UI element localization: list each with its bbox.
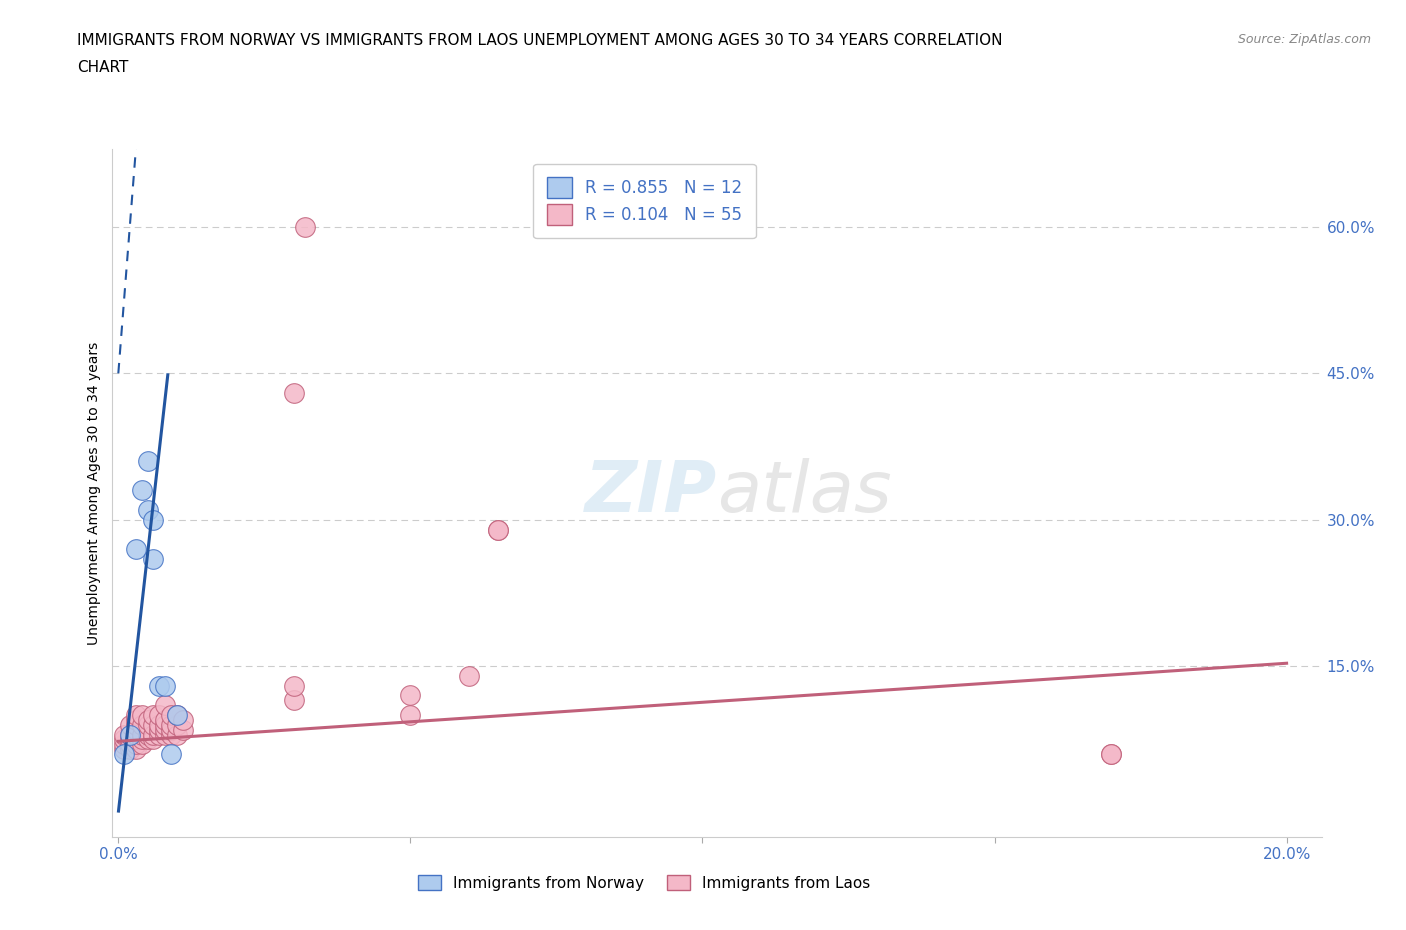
Text: ZIP: ZIP <box>585 458 717 527</box>
Text: Source: ZipAtlas.com: Source: ZipAtlas.com <box>1237 33 1371 46</box>
Point <box>486 522 509 537</box>
Point <box>148 678 170 693</box>
Point <box>125 717 148 732</box>
Point <box>112 727 135 742</box>
Point <box>118 742 141 757</box>
Point <box>125 708 148 723</box>
Point <box>142 512 165 527</box>
Point <box>136 454 159 469</box>
Point <box>136 712 159 727</box>
Point <box>142 708 165 723</box>
Point <box>112 732 135 747</box>
Point <box>160 727 183 742</box>
Point <box>457 669 479 684</box>
Point <box>399 708 422 723</box>
Point <box>131 737 153 751</box>
Point <box>125 732 148 747</box>
Point <box>125 742 148 757</box>
Point <box>125 737 148 751</box>
Text: CHART: CHART <box>77 60 129 75</box>
Point <box>136 502 159 517</box>
Point <box>148 717 170 732</box>
Point <box>142 551 165 566</box>
Point <box>153 678 176 693</box>
Point <box>153 698 176 712</box>
Point <box>131 708 153 723</box>
Point <box>112 747 135 762</box>
Point <box>131 727 153 742</box>
Point <box>136 732 159 747</box>
Point <box>153 717 176 732</box>
Point <box>142 727 165 742</box>
Point <box>136 727 159 742</box>
Legend: Immigrants from Norway, Immigrants from Laos: Immigrants from Norway, Immigrants from … <box>411 867 879 898</box>
Point <box>112 737 135 751</box>
Point <box>118 727 141 742</box>
Point <box>399 688 422 703</box>
Point <box>166 717 188 732</box>
Point <box>125 723 148 737</box>
Point <box>148 727 170 742</box>
Point <box>172 712 194 727</box>
Point <box>166 708 188 723</box>
Y-axis label: Unemployment Among Ages 30 to 34 years: Unemployment Among Ages 30 to 34 years <box>87 341 101 644</box>
Point <box>1099 747 1122 762</box>
Point <box>153 712 176 727</box>
Point <box>142 717 165 732</box>
Point <box>118 737 141 751</box>
Point <box>136 717 159 732</box>
Point <box>118 717 141 732</box>
Point <box>283 678 305 693</box>
Point <box>166 708 188 723</box>
Point <box>166 727 188 742</box>
Point <box>142 732 165 747</box>
Point <box>125 712 148 727</box>
Point <box>283 385 305 400</box>
Point <box>283 693 305 708</box>
Point <box>153 723 176 737</box>
Text: atlas: atlas <box>717 458 891 527</box>
Point <box>148 708 170 723</box>
Point <box>486 522 509 537</box>
Point <box>172 723 194 737</box>
Point <box>125 727 148 742</box>
Point <box>160 708 183 723</box>
Text: IMMIGRANTS FROM NORWAY VS IMMIGRANTS FROM LAOS UNEMPLOYMENT AMONG AGES 30 TO 34 : IMMIGRANTS FROM NORWAY VS IMMIGRANTS FRO… <box>77 33 1002 47</box>
Point <box>1099 747 1122 762</box>
Point <box>118 727 141 742</box>
Point <box>160 717 183 732</box>
Point <box>160 747 183 762</box>
Point <box>153 727 176 742</box>
Point <box>131 717 153 732</box>
Point <box>125 541 148 556</box>
Point <box>112 742 135 757</box>
Point <box>160 723 183 737</box>
Point <box>294 219 316 234</box>
Point <box>148 723 170 737</box>
Point <box>131 732 153 747</box>
Point <box>131 483 153 498</box>
Point <box>118 732 141 747</box>
